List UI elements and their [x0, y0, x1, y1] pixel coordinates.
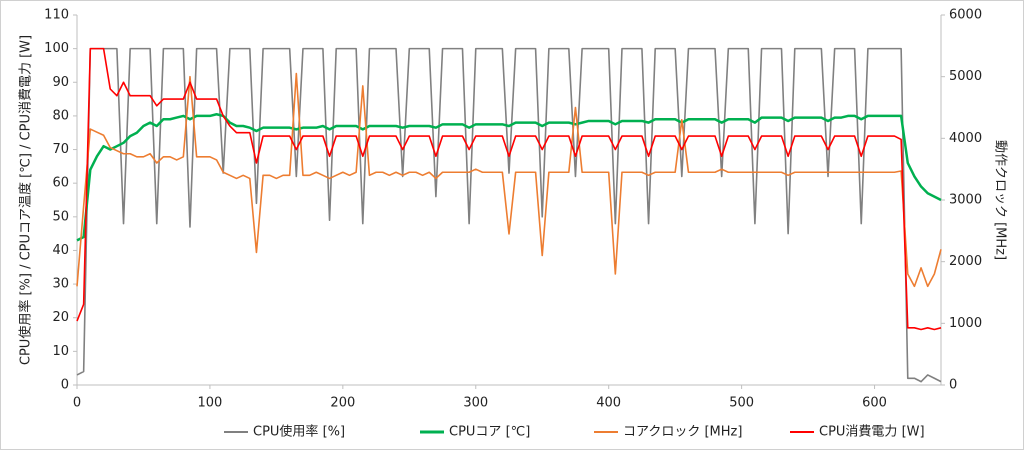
y-tick-label: 10 [52, 344, 69, 359]
y2-tick-label: 3000 [949, 193, 982, 208]
y-tick-label: 100 [44, 41, 69, 56]
series-line [76, 47, 942, 331]
x-tick-label: 500 [729, 396, 754, 411]
legend-label: CPUコア [℃] [449, 425, 530, 440]
x-tick-label: 100 [198, 396, 223, 411]
y2-tick-label: 1000 [949, 316, 982, 331]
y2-tick-label: 4000 [949, 131, 982, 146]
y2-tick-label: 5000 [949, 69, 982, 84]
y2-tick-label: 0 [949, 378, 957, 393]
series-line [76, 47, 942, 383]
series-line [76, 112, 942, 242]
y-tick-label: 60 [52, 176, 69, 191]
legend-label: CPU消費電力 [W] [819, 425, 925, 440]
y-tick-label: 40 [52, 243, 69, 258]
y-tick-label: 70 [52, 142, 69, 157]
y2-axis-title: 動作クロック [MHz] [993, 140, 1008, 260]
y-axis-title: CPU使用率 [%] / CPUコア温度 [℃] / CPU消費電力 [W] [18, 35, 34, 365]
x-tick-label: 300 [463, 396, 488, 411]
y-tick-label: 80 [52, 108, 69, 123]
y-tick-label: 0 [61, 378, 69, 393]
y-tick-label: 50 [52, 209, 69, 224]
x-tick-label: 0 [73, 396, 81, 411]
x-tick-label: 200 [330, 396, 355, 411]
legend-label: CPU使用率 [%] [253, 424, 345, 440]
legend-label: コアクロック [MHz] [623, 425, 742, 440]
y2-tick-label: 2000 [949, 254, 982, 269]
y-tick-label: 90 [52, 75, 69, 90]
x-tick-label: 600 [862, 396, 887, 411]
y2-tick-label: 6000 [949, 8, 982, 23]
x-tick-label: 400 [596, 396, 621, 411]
y-tick-label: 20 [52, 310, 69, 325]
y-tick-label: 110 [44, 8, 69, 23]
series-line [76, 72, 942, 288]
y-tick-label: 30 [52, 277, 69, 292]
